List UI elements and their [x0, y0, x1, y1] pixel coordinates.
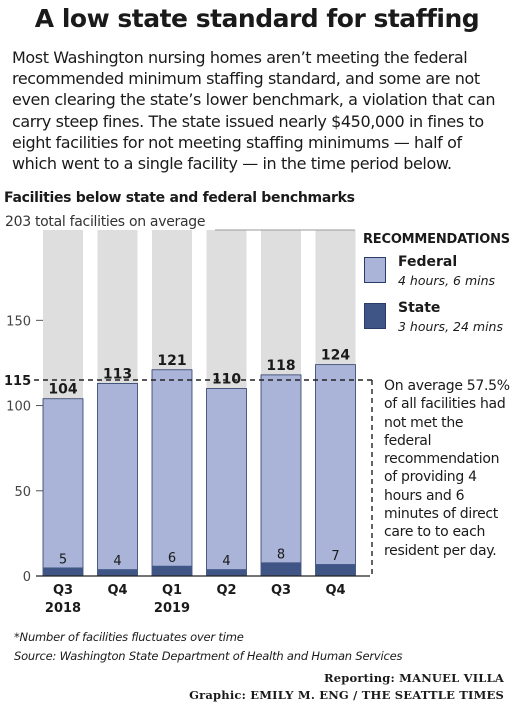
federal-value-label: 121	[157, 353, 186, 369]
legend-swatch-federal	[364, 257, 386, 283]
state-value-label: 8	[277, 547, 285, 562]
state-value-label: 6	[168, 551, 176, 566]
legend-note-federal: 4 hours, 6 mins	[398, 273, 496, 288]
legend-label-federal: Federal	[398, 254, 458, 270]
chart-title: Facilities below state and federal bench…	[4, 190, 355, 206]
state-bar	[206, 569, 247, 576]
reference-line-label: 115	[4, 374, 31, 389]
federal-value-label: 113	[103, 366, 132, 382]
x-category-label: Q2	[216, 583, 236, 598]
legend-label-state: State	[398, 300, 441, 316]
state-bar	[97, 569, 138, 576]
federal-bar	[260, 374, 302, 577]
state-bar	[261, 562, 301, 576]
federal-value-label: 124	[321, 348, 350, 364]
page-title: A low state standard for staffing	[34, 4, 480, 33]
legend-title: RECOMMENDATIONS	[363, 232, 510, 247]
state-value-label: 4	[222, 554, 230, 569]
federal-bar	[151, 369, 193, 577]
federal-bar	[206, 388, 247, 577]
source-note: Source: Washington State Department of H…	[14, 649, 403, 663]
y-tick-label: 100	[6, 400, 31, 415]
legend-swatch-state	[364, 303, 386, 329]
x-category-label: Q1	[162, 583, 182, 598]
federal-value-label: 104	[48, 382, 77, 398]
x-category-label: Q3	[271, 583, 291, 598]
y-tick-label: 0	[23, 570, 31, 585]
federal-bar	[42, 398, 84, 577]
state-value-label: 5	[59, 552, 67, 567]
federal-bar	[97, 382, 138, 577]
federal-value-label: 118	[266, 358, 295, 374]
graphic-credit: Graphic: EMILY M. ENG / THE SEATTLE TIME…	[189, 688, 504, 702]
state-bar	[43, 567, 83, 576]
total-facilities-label: 203 total facilities on average	[5, 214, 206, 230]
y-tick-label: 50	[14, 485, 31, 500]
annotation-text: On average 57.5% of all facilities had n…	[384, 378, 510, 559]
state-value-label: 7	[331, 549, 339, 564]
x-category-label: Q4	[325, 583, 345, 598]
federal-bar	[315, 364, 356, 577]
x-year-label: 2019	[154, 601, 190, 616]
reporting-credit: Reporting: MANUEL VILLA	[323, 671, 504, 685]
footnote: *Number of facilities fluctuates over ti…	[14, 630, 244, 644]
x-category-label: Q3	[53, 583, 73, 598]
x-year-label: 2018	[45, 601, 81, 616]
intro-text: Most Washington nursing homes aren’t mee…	[12, 48, 496, 174]
x-category-label: Q4	[107, 583, 127, 598]
state-bar	[315, 564, 356, 576]
state-bar	[152, 565, 192, 576]
state-value-label: 4	[113, 554, 121, 569]
y-tick-label: 150	[6, 314, 31, 329]
legend-note-state: 3 hours, 24 mins	[398, 319, 503, 334]
